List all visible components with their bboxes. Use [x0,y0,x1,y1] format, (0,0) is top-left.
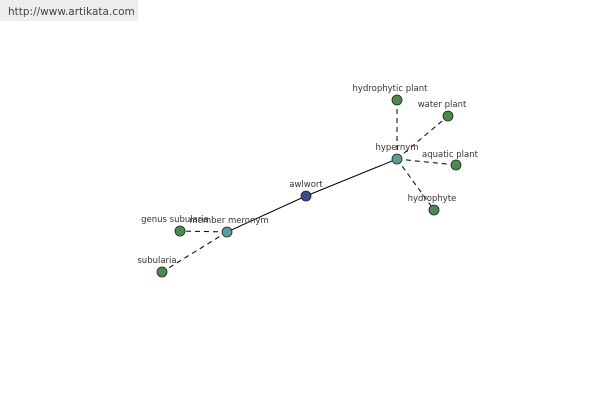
node-label: subularia [137,256,176,266]
node-label: hydrophytic plant [353,84,429,94]
node[interactable] [156,266,168,278]
node-label: hypernym [375,143,418,153]
node[interactable] [450,159,462,171]
node[interactable] [221,226,233,238]
node-label: genus subularia [141,215,209,225]
edge [396,158,435,211]
node[interactable] [391,94,403,106]
node[interactable] [391,153,403,165]
edge [305,158,398,197]
node[interactable] [428,204,440,216]
edge [179,230,228,233]
edge [396,115,449,160]
edge [226,195,307,233]
node[interactable] [300,190,312,202]
site-url[interactable]: http://www.artikata.com [8,6,135,18]
node-label: awlwort [289,180,323,190]
edge [396,158,457,166]
node-label: aquatic plant [422,150,479,160]
header-bar [0,0,138,21]
node-label: hydrophyte [408,194,457,204]
edge [161,231,228,273]
node-label: member meronym [189,216,268,226]
node-label: water plant [418,100,467,110]
node[interactable] [442,110,454,122]
node[interactable] [174,225,186,237]
